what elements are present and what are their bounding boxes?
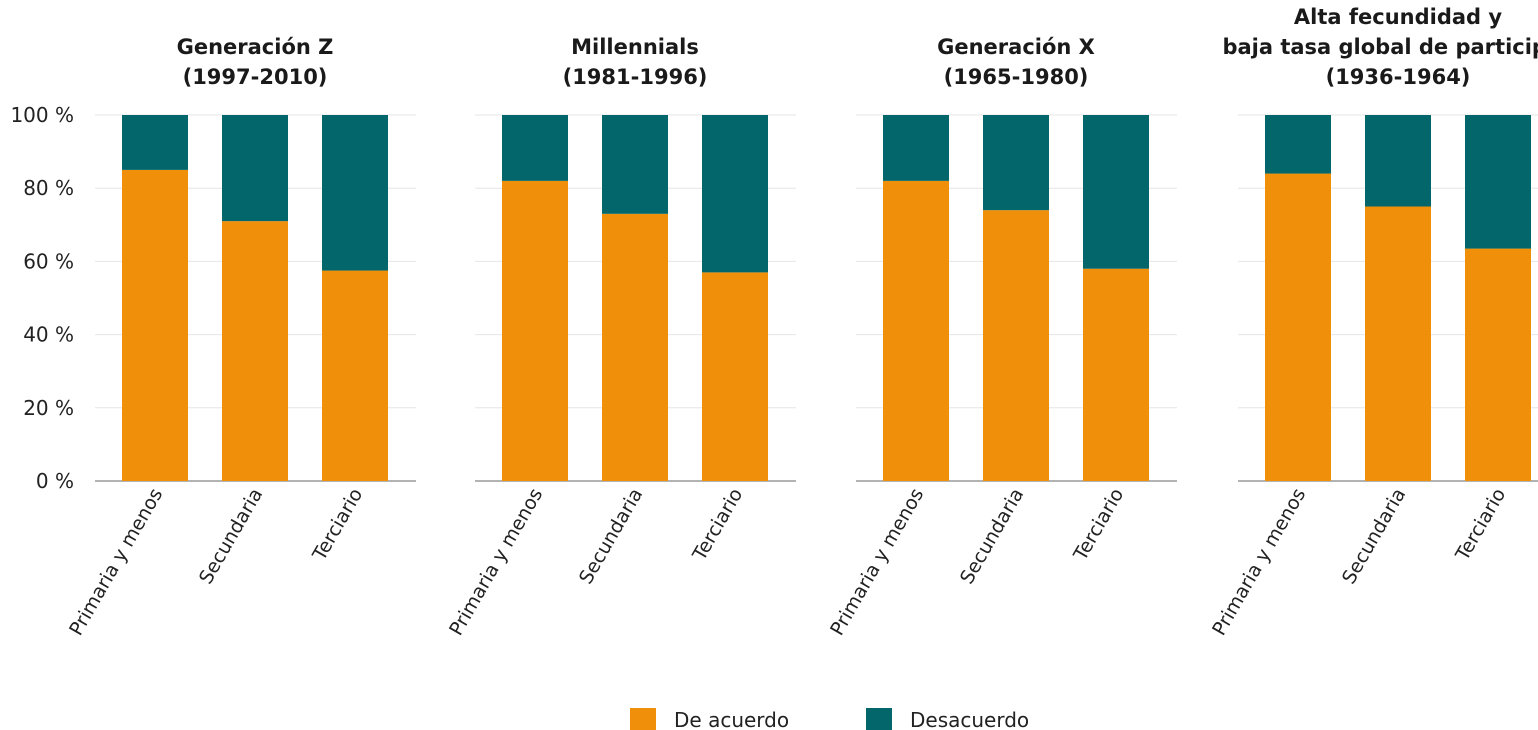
x-category-label: Primaria y menos <box>826 485 928 640</box>
bar-de-acuerdo <box>122 169 188 481</box>
bar-desacuerdo <box>1465 115 1531 249</box>
panel-title: Millennials <box>571 35 699 59</box>
bar-de-acuerdo <box>602 213 668 481</box>
bar-desacuerdo <box>322 115 388 271</box>
bar-de-acuerdo <box>702 272 768 481</box>
x-category-label: Secundaria <box>195 485 267 588</box>
x-category-label: Primaria y menos <box>1208 485 1310 640</box>
bar-de-acuerdo <box>222 221 288 481</box>
bar-de-acuerdo <box>322 270 388 481</box>
bar-de-acuerdo <box>983 210 1049 481</box>
bar-de-acuerdo <box>1265 173 1331 481</box>
panel-title: baja tasa global de participac <box>1222 35 1538 59</box>
x-category-label: Secundaria <box>956 485 1028 588</box>
x-category-label: Terciario <box>308 485 367 566</box>
panel-title: (1997-2010) <box>183 65 328 89</box>
bar-desacuerdo <box>983 115 1049 211</box>
bar-de-acuerdo <box>1083 268 1149 481</box>
bar-de-acuerdo <box>1465 248 1531 481</box>
bar-desacuerdo <box>602 115 668 214</box>
legend-swatch <box>630 708 656 730</box>
bar-desacuerdo <box>1265 115 1331 174</box>
y-tick-label: 20 % <box>23 396 74 420</box>
panel-title: (1981-1996) <box>563 65 708 89</box>
x-category-label: Terciario <box>1069 485 1128 566</box>
x-category-label: Secundaria <box>575 485 647 588</box>
legend-swatch <box>866 708 892 730</box>
y-tick-label: 40 % <box>23 323 74 347</box>
legend-label: De acuerdo <box>674 708 789 730</box>
bar-desacuerdo <box>122 115 188 170</box>
x-category-label: Terciario <box>688 485 747 566</box>
panel-title: Generación X <box>937 35 1095 59</box>
panel-title: Alta fecundidad y <box>1294 5 1502 29</box>
panel-title: (1936-1964) <box>1326 65 1471 89</box>
bar-desacuerdo <box>1365 115 1431 207</box>
bar-de-acuerdo <box>883 180 949 481</box>
y-tick-label: 100 % <box>10 103 74 127</box>
bar-de-acuerdo <box>1365 206 1431 481</box>
x-category-label: Primaria y menos <box>65 485 167 640</box>
bar-de-acuerdo <box>502 180 568 481</box>
panel-title: Generación Z <box>177 35 334 59</box>
x-category-label: Primaria y menos <box>445 485 547 640</box>
legend-label: Desacuerdo <box>910 708 1029 730</box>
x-category-label: Terciario <box>1451 485 1510 566</box>
bar-desacuerdo <box>502 115 568 181</box>
bar-desacuerdo <box>222 115 288 222</box>
y-tick-label: 80 % <box>23 176 74 200</box>
bar-desacuerdo <box>1083 115 1149 269</box>
x-category-label: Secundaria <box>1338 485 1410 588</box>
panel-title: (1965-1980) <box>944 65 1089 89</box>
y-tick-label: 60 % <box>23 249 74 273</box>
y-tick-label: 0 % <box>36 469 74 493</box>
bar-desacuerdo <box>883 115 949 181</box>
bar-desacuerdo <box>702 115 768 273</box>
